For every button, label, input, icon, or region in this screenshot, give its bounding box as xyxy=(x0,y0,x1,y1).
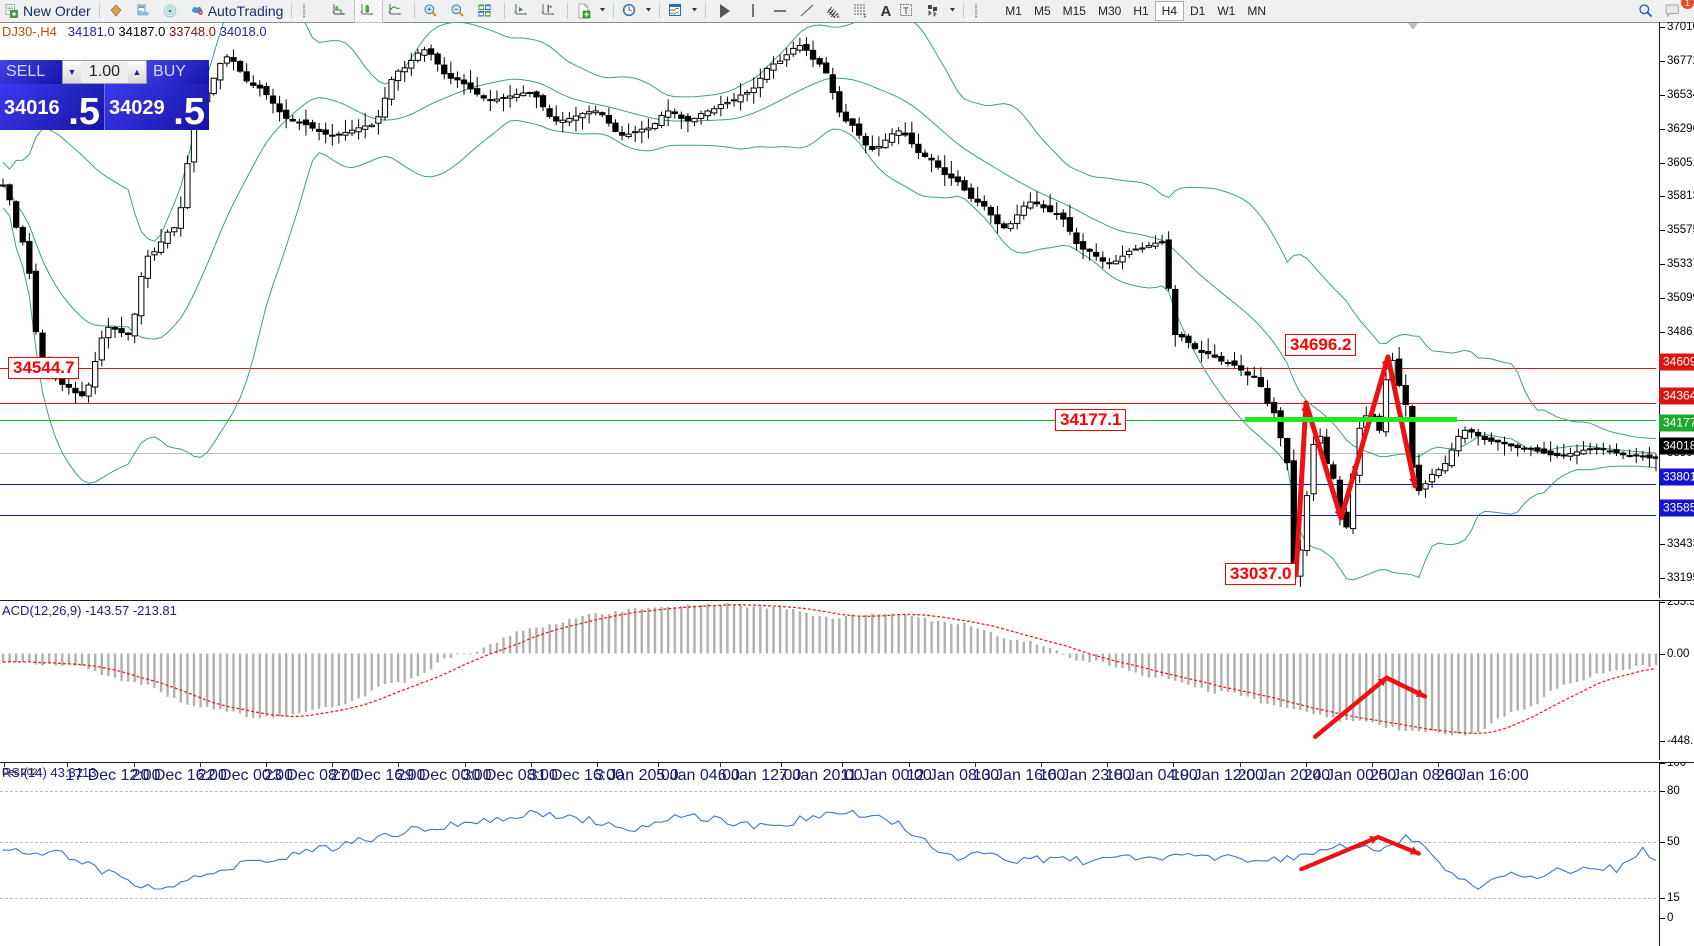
svg-text:F: F xyxy=(864,15,867,20)
svg-text:E: E xyxy=(837,14,841,19)
svg-text:T: T xyxy=(904,6,910,16)
